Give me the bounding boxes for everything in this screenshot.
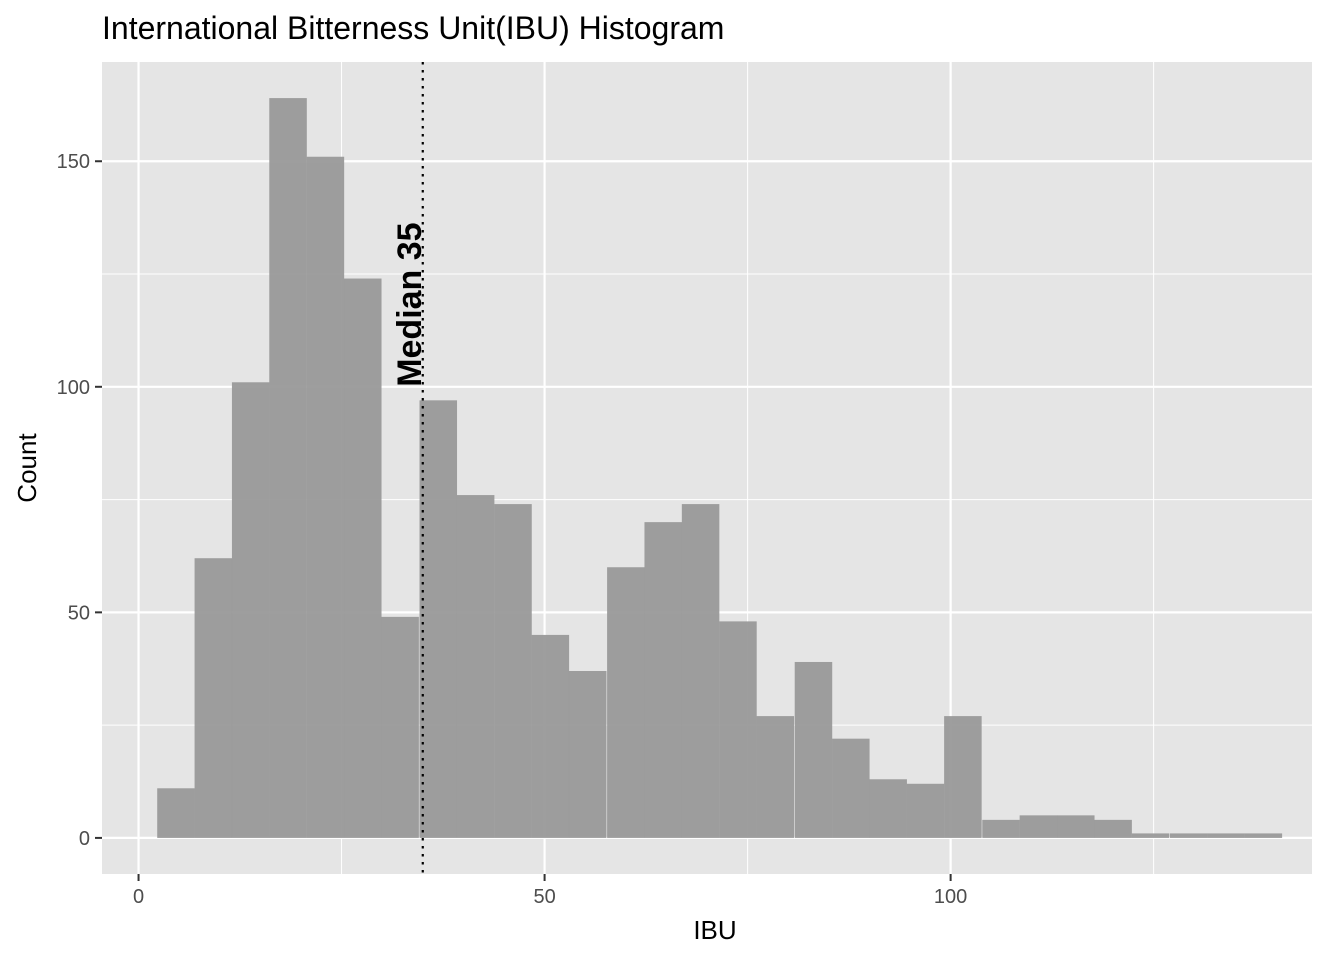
histogram-bar-24 <box>1019 815 1058 838</box>
histogram-bar-4 <box>269 98 307 838</box>
histogram-bar-9 <box>456 495 495 838</box>
histogram-bar-29 <box>1207 833 1245 838</box>
histogram-bar-19 <box>832 738 870 838</box>
histogram-bar-28 <box>1169 833 1208 838</box>
histogram-bar-3 <box>231 382 270 838</box>
histogram-bar-17 <box>756 716 795 838</box>
histogram-bar-5 <box>306 156 345 838</box>
histogram-bar-20 <box>869 779 907 838</box>
histogram-bar-10 <box>494 504 532 838</box>
histogram-bar-1 <box>157 788 195 838</box>
histogram-bar-25 <box>1057 815 1095 838</box>
histogram-bar-21 <box>906 783 945 838</box>
histogram-bar-7 <box>381 616 419 838</box>
y-tick-label: 100 <box>57 377 90 399</box>
chart-title: International Bitterness Unit(IBU) Histo… <box>102 10 724 46</box>
histogram-bar-16 <box>719 621 757 838</box>
x-axis-title: IBU <box>693 915 736 945</box>
x-tick-label: 0 <box>133 886 144 908</box>
histogram-bar-15 <box>681 504 720 838</box>
histogram-bar-6 <box>344 278 382 838</box>
y-axis-title: Count <box>12 433 42 503</box>
histogram-bar-23 <box>982 819 1020 838</box>
histogram-bars <box>157 98 1283 838</box>
histogram-bar-26 <box>1094 819 1132 838</box>
histogram-bar-2 <box>194 558 233 838</box>
y-tick-label: 150 <box>57 151 90 173</box>
x-tick-label: 100 <box>934 886 967 908</box>
histogram-bar-11 <box>531 634 570 838</box>
median-label: Median 35 <box>391 222 429 386</box>
histogram-bar-18 <box>794 661 833 838</box>
histogram-bar-14 <box>644 522 682 838</box>
y-tick-label: 50 <box>68 602 90 624</box>
median-marker: Median 35 <box>391 62 429 874</box>
y-axis: 0 50 100 150 <box>57 151 102 850</box>
x-tick-label: 50 <box>533 886 555 908</box>
histogram-bar-27 <box>1131 833 1170 838</box>
histogram-bar-8 <box>419 400 458 838</box>
histogram-bar-12 <box>568 671 607 838</box>
histogram-bar-22 <box>944 716 982 838</box>
y-tick-label: 0 <box>79 828 90 850</box>
histogram-bar-30 <box>1244 833 1283 838</box>
x-axis: 0 50 100 <box>133 874 967 908</box>
histogram-bar-13 <box>607 567 645 838</box>
